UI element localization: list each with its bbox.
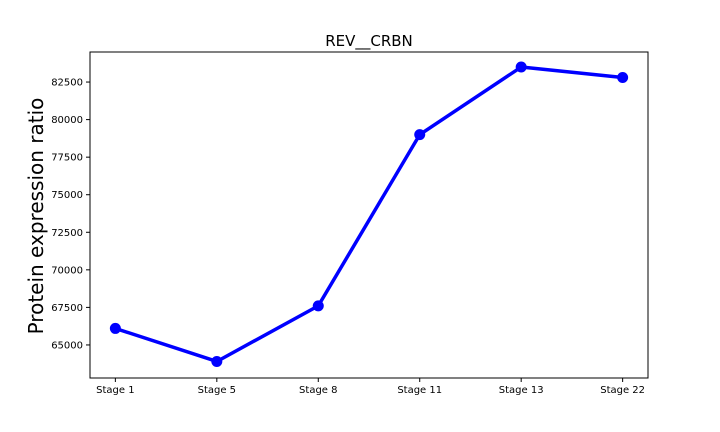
data-point bbox=[109, 322, 121, 334]
x-tick-label: Stage 13 bbox=[499, 385, 544, 396]
y-tick-label: 67500 bbox=[51, 303, 83, 314]
chart-title: REV__CRBN bbox=[325, 32, 413, 51]
series-line bbox=[113, 65, 625, 364]
x-tick-label: Stage 11 bbox=[397, 385, 442, 396]
x-tick-label: Stage 5 bbox=[198, 385, 236, 396]
data-point bbox=[414, 129, 426, 141]
data-point bbox=[515, 61, 527, 73]
axes: 65000 67500 70000 72500 75000 77500 80000 82500… bbox=[51, 51, 649, 396]
y-tick-label: 75000 bbox=[51, 190, 83, 201]
x-tick-label: Stage 8 bbox=[299, 385, 337, 396]
y-axis-label: Protein expression ratio bbox=[24, 98, 48, 335]
data-point bbox=[312, 300, 324, 312]
y-tick-label: 65000 bbox=[51, 340, 83, 351]
y-tick-label: 70000 bbox=[51, 265, 83, 276]
plot-area bbox=[109, 61, 629, 367]
y-tick-label: 72500 bbox=[51, 228, 83, 239]
plot-frame bbox=[89, 51, 649, 379]
x-tick-label: Stage 1 bbox=[96, 385, 134, 396]
data-point bbox=[211, 355, 223, 367]
x-tick-label: Stage 22 bbox=[600, 385, 645, 396]
data-point bbox=[617, 72, 629, 84]
y-tick-label: 82500 bbox=[51, 78, 83, 89]
y-tick-label: 80000 bbox=[51, 115, 83, 126]
y-tick-label: 77500 bbox=[51, 153, 83, 164]
